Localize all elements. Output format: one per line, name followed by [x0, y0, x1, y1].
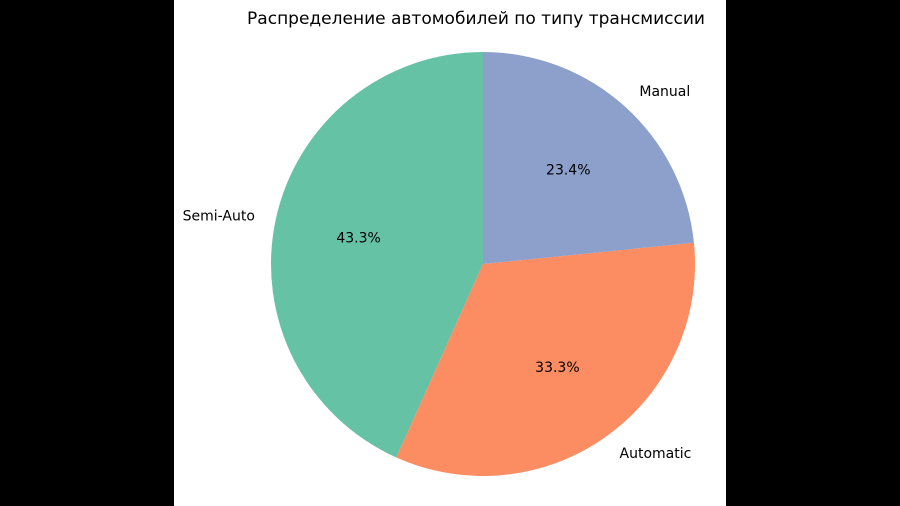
pie-percent-label: 23.4%	[546, 163, 590, 179]
pie-chart: Распределение автомобилей по типу трансм…	[183, 9, 705, 476]
pie-slice-automatic	[396, 242, 696, 476]
chart-title: Распределение автомобилей по типу трансм…	[247, 9, 705, 29]
pie-slice-manual	[483, 52, 694, 264]
pie-labels: 43.3% Semi-Auto 33.3% Automatic 23.4% Manual	[183, 84, 692, 462]
pie-percent-label: 33.3%	[535, 360, 579, 376]
pie-slices	[271, 52, 696, 476]
chart-canvas: Распределение автомобилей по типу трансм…	[174, 0, 726, 506]
pie-category-label: Semi-Auto	[183, 208, 255, 224]
pie-slice-semi-auto	[271, 52, 483, 458]
pie-percent-label: 43.3%	[336, 230, 380, 246]
pie-category-label: Automatic	[620, 446, 692, 462]
pie-category-label: Manual	[639, 84, 690, 100]
